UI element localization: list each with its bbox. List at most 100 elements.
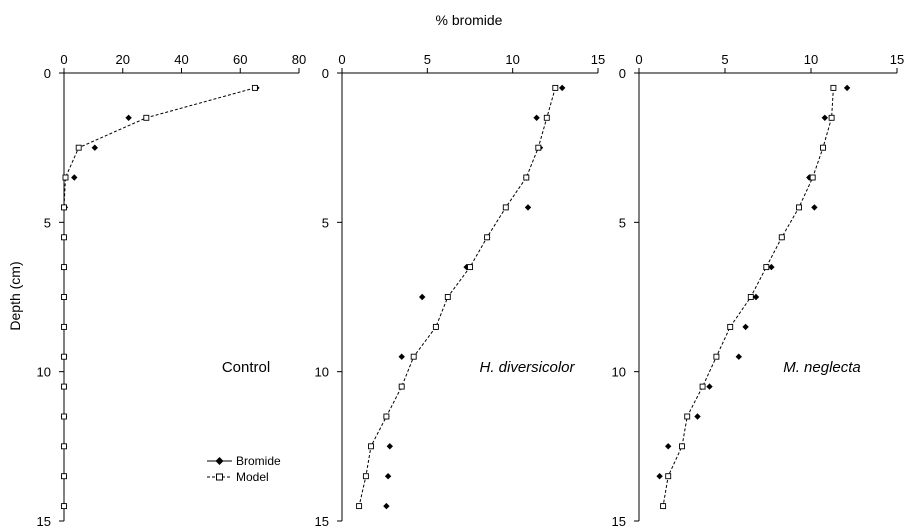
model-point: [61, 383, 67, 390]
model-point: [467, 264, 473, 271]
y-tick-label: 0: [44, 66, 51, 81]
panel-label-h-diversicolor: H. diversicolor: [479, 359, 575, 376]
y-tick-label: 10: [612, 365, 626, 380]
model-point: [679, 443, 685, 450]
x-tick-label: 10: [505, 52, 519, 67]
bromide-point: [398, 353, 405, 360]
model-point: [660, 503, 667, 510]
x-tick-label: 5: [424, 52, 431, 67]
model-point: [778, 234, 785, 241]
model-point: [484, 234, 491, 241]
y-tick-label: 0: [619, 66, 626, 81]
model-point: [747, 294, 754, 300]
legend: Bromide Model: [207, 454, 281, 484]
y-tick-label: 5: [619, 215, 626, 230]
model-point: [75, 144, 82, 151]
top-axis-title: % bromide: [436, 12, 503, 28]
bromide-point: [806, 174, 813, 181]
panel-h-diversicolor: 0 5 10 15 0 5 10 15 H. diversicolor: [315, 52, 606, 529]
model-point: [383, 413, 390, 420]
model-point: [61, 234, 67, 241]
y-tick-label: 15: [37, 514, 51, 529]
model-point: [61, 503, 67, 510]
bromide-point: [91, 144, 98, 151]
bromide-point: [419, 293, 426, 301]
bromide-point: [843, 84, 851, 92]
bromide-point: [559, 84, 566, 92]
x-tick-label: 60: [233, 52, 247, 67]
model-point: [796, 204, 802, 211]
model-point: [432, 323, 439, 330]
model-point: [61, 353, 67, 360]
x-tick-label: 80: [292, 52, 306, 67]
panel-control: 0 20 40 60 80 0 5 10 15 Control Bromide Model: [37, 52, 307, 529]
x-tick-label: 40: [174, 52, 188, 67]
bromide-point: [694, 413, 701, 420]
model-point: [368, 443, 374, 450]
x-tick-label: 0: [635, 52, 642, 67]
y-tick-label: 5: [322, 215, 329, 230]
model-curve-h-diversicolor: [358, 87, 556, 507]
plot-area-h-diversicolor: 0 5 10 15 0 5 10 15: [315, 52, 606, 529]
x-tick-label: 10: [804, 52, 818, 67]
bromide-point: [386, 443, 393, 450]
panel-label-control: Control: [222, 359, 270, 376]
bromide-point: [752, 293, 760, 301]
plot-area-m-neglecta: 0 5 10 15 0 5 10 15: [612, 52, 905, 529]
model-point: [809, 174, 816, 181]
model-curve-control: [63, 87, 256, 507]
bromide-point: [735, 353, 742, 360]
bromide-point: [821, 114, 828, 121]
x-tick-label: 15: [890, 52, 904, 67]
x-tick-label: 15: [591, 52, 605, 67]
bromide-point: [742, 323, 749, 331]
model-point: [61, 413, 67, 420]
model-point: [502, 204, 509, 211]
x-tick-label: 0: [60, 52, 67, 67]
model-point: [665, 473, 672, 480]
model-point: [61, 323, 67, 330]
bromide-point: [811, 204, 818, 211]
legend-model-label: Model: [236, 470, 269, 484]
y-tick-label: 5: [44, 215, 51, 230]
model-point: [410, 353, 417, 360]
model-point: [143, 114, 150, 121]
model-point: [61, 473, 67, 480]
y-tick-label: 10: [315, 365, 329, 380]
y-tick-label: 10: [37, 365, 51, 380]
model-point: [727, 323, 734, 330]
model-point: [543, 114, 550, 121]
legend-bromide-label: Bromide: [236, 454, 281, 468]
model-point: [444, 294, 451, 300]
panel-label-m-neglecta: M. neglecta: [783, 359, 861, 376]
bromide-point: [706, 383, 713, 390]
bromide-point: [384, 473, 392, 480]
bromide-point: [524, 204, 532, 211]
model-point: [62, 174, 69, 181]
model-point: [699, 383, 706, 390]
y-tick-label: 15: [612, 514, 626, 529]
model-point: [830, 84, 837, 91]
model-point: [684, 413, 691, 420]
legend-model-square-icon: [216, 473, 223, 481]
x-tick-label: 20: [116, 52, 130, 67]
bromide-point: [656, 473, 663, 480]
model-point: [251, 84, 258, 91]
bromide-point: [533, 114, 540, 121]
bromide-point: [383, 502, 390, 510]
x-tick-label: 0: [338, 52, 345, 67]
model-point: [763, 264, 770, 271]
plot-area-control: 0 20 40 60 80 0 5 10 15: [37, 52, 307, 529]
y-axis-title: Depth (cm): [7, 261, 23, 330]
legend-bromide-diamond-icon: [215, 457, 224, 465]
model-point: [362, 473, 369, 480]
model-point: [61, 294, 67, 300]
bromide-point: [125, 114, 132, 121]
model-point: [552, 84, 559, 91]
y-tick-label: 0: [322, 66, 329, 81]
model-point: [61, 204, 67, 211]
panel-m-neglecta: 0 5 10 15 0 5 10 15 M. neglecta: [612, 52, 905, 529]
model-point: [535, 144, 542, 151]
model-point: [61, 264, 67, 271]
